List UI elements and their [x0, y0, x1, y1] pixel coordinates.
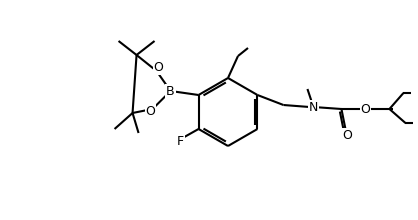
- Text: O: O: [145, 104, 155, 117]
- Text: O: O: [342, 128, 352, 141]
- Text: O: O: [154, 61, 163, 73]
- Text: O: O: [360, 103, 370, 116]
- Text: F: F: [177, 134, 184, 147]
- Text: N: N: [309, 101, 318, 114]
- Text: B: B: [166, 84, 175, 97]
